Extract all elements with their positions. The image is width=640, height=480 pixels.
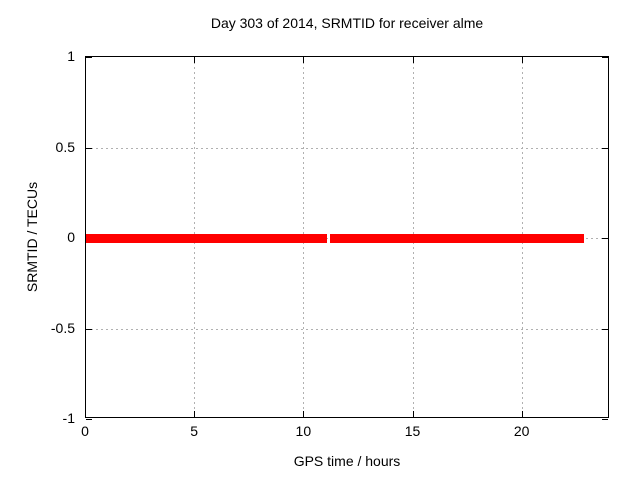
- y-tick-mark-left: [86, 419, 92, 420]
- y-gridline: [86, 328, 608, 330]
- x-tick-mark-bottom: [521, 411, 523, 417]
- x-tick-mark-top: [85, 57, 86, 63]
- x-tick-mark-bottom: [303, 411, 305, 417]
- x-tick-mark-top: [521, 57, 523, 63]
- data-series-segment: [329, 233, 584, 243]
- y-tick-mark-left: [86, 147, 92, 149]
- y-tick-mark-right: [602, 147, 608, 149]
- y-tick-label: -1: [62, 410, 75, 426]
- y-tick-mark-right: [602, 57, 608, 58]
- y-tick-label: 1: [67, 48, 75, 64]
- x-tick-label: 5: [190, 423, 199, 439]
- plot-area: [85, 56, 609, 420]
- y-tick-mark-right: [602, 419, 608, 420]
- x-tick-label: 0: [81, 423, 89, 439]
- data-series-segment: [86, 233, 327, 243]
- x-tick-mark-top: [303, 57, 305, 63]
- y-tick-label: 0: [67, 229, 75, 245]
- y-tick-mark-right: [602, 328, 608, 330]
- y-gridline: [86, 147, 608, 149]
- x-tick-mark-bottom: [412, 411, 414, 417]
- y-tick-label: 0.5: [55, 138, 75, 155]
- chart-title: Day 303 of 2014, SRMTID for receiver alm…: [210, 15, 484, 31]
- x-tick-label: 10: [295, 423, 312, 439]
- y-tick-mark-right: [602, 238, 608, 239]
- x-axis-label: GPS time / hours: [293, 453, 401, 469]
- y-tick-mark-left: [86, 57, 92, 58]
- x-tick-mark-bottom: [194, 411, 196, 417]
- x-tick-mark-top: [194, 57, 196, 63]
- x-tick-mark-top: [412, 57, 414, 63]
- x-tick-mark-bottom: [85, 411, 86, 417]
- x-tick-label: 15: [404, 423, 421, 439]
- y-tick-label: -0.5: [50, 319, 75, 336]
- y-tick-mark-left: [86, 328, 92, 330]
- x-tick-label: 20: [513, 423, 530, 439]
